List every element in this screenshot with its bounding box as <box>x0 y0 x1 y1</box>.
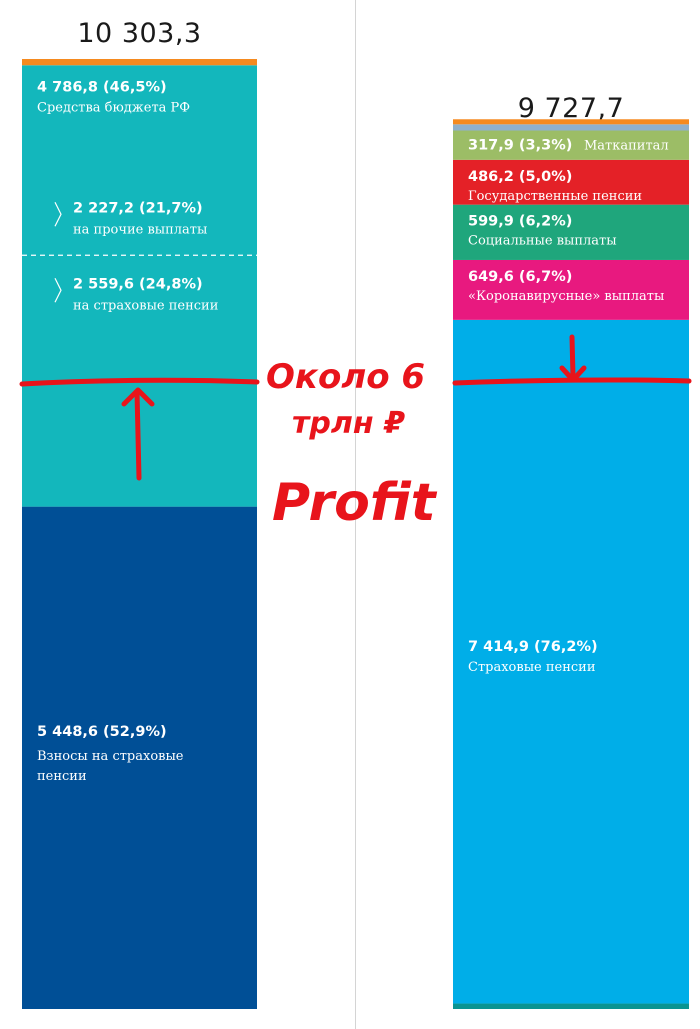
left-bar-total: 10 303,3 <box>77 18 202 49</box>
right-bar-segment-7 <box>453 119 689 125</box>
left-budget-label-0: Средства бюджета РФ <box>37 100 190 115</box>
left-sub-value-0: 2 227,2 (21,7%) <box>73 200 203 216</box>
right-bar-segment-3 <box>453 204 689 260</box>
right-bar-segment-2 <box>453 259 689 320</box>
right-matcapital-label: Маткапитал <box>584 139 669 154</box>
left-contributions-label-0: Взносы на страховые <box>37 749 184 764</box>
left-sub-chevron-1 <box>54 277 62 303</box>
right-bar-segment-5 <box>453 130 689 160</box>
right-segment-label-2: «Коронавирусные» выплаты <box>468 289 664 304</box>
right-pensions-label-0: Страховые пенсии <box>468 660 596 675</box>
right-segment-label-4: Государственные пенсии <box>468 189 642 204</box>
left-sub-chevron-0 <box>54 201 62 227</box>
annotation-arrow-down-shaft <box>569 334 576 380</box>
left-contributions-value: 5 448,6 (52,9%) <box>37 724 167 740</box>
left-budget-value: 4 786,8 (46,5%) <box>37 79 167 95</box>
right-segment-value-4: 486,2 (5,0%) <box>468 169 572 185</box>
left-sub-label-0: на прочие выплаты <box>73 222 207 237</box>
left-sub-value-1: 2 559,6 (24,8%) <box>73 276 203 292</box>
right-bar-segment-4 <box>453 159 689 205</box>
right-segment-value-3: 599,9 (6,2%) <box>468 214 572 230</box>
left-bar-segment-0 <box>22 506 257 1009</box>
right-bar-segment-1 <box>453 319 689 1004</box>
right-pensions-value: 7 414,9 (76,2%) <box>468 639 598 655</box>
right-bar-total: 9 727,7 <box>517 93 625 124</box>
left-sub-label-1: на страховые пенсии <box>73 298 218 313</box>
left-contributions-label-1: пенсии <box>37 769 87 784</box>
annotation-arrow-down-head <box>559 365 587 383</box>
annotation-text-line-1: Около 6 <box>266 357 425 397</box>
center-divider <box>355 0 356 1029</box>
annotation-text-line-2: трлн ₽ <box>292 406 406 441</box>
right-segment-label-3: Социальные выплаты <box>468 234 617 249</box>
annotation-line-left <box>19 377 260 387</box>
right-bar-segment-6 <box>453 124 689 131</box>
right-segment-value-2: 649,6 (6,7%) <box>468 269 572 285</box>
annotation-arrow-up-head <box>121 387 155 407</box>
right-bar-segment-0 <box>453 1003 689 1009</box>
left-bar-segment-2 <box>22 59 257 66</box>
right-matcapital-value: 317,9 (3,3%) <box>468 138 572 154</box>
annotation-profit: Profit <box>272 473 438 533</box>
annotation-arrow-up-shaft <box>134 389 142 481</box>
